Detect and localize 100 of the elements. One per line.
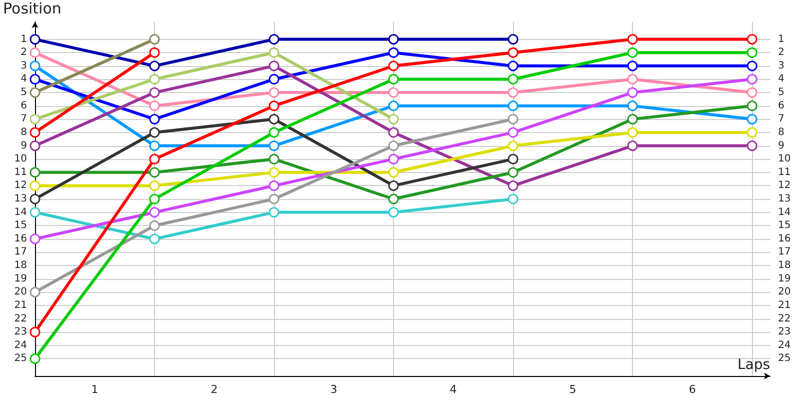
point [508,154,518,164]
point [268,207,280,218]
point [746,140,758,152]
point [388,194,399,204]
y2-tick-label: 23 [778,326,791,338]
point [627,127,638,138]
y2-tick-label: 20 [778,286,791,298]
point [627,60,638,72]
y2-tick-label: 1 [778,34,784,45]
y-tick-label: 21 [14,300,27,311]
point [30,194,40,204]
x-tick-label: 4 [450,383,457,396]
point [149,180,160,191]
x-tick-label: 2 [210,383,218,396]
point [508,127,518,138]
point [388,167,399,178]
y2-tick-label: 24 [778,340,791,351]
y-tick-label: 20 [14,286,27,298]
point [627,74,638,84]
y-tick-label: 11 [14,166,27,178]
y2-tick-label: 18 [778,260,791,272]
y-axis-title: Position [3,0,62,18]
point [30,167,40,178]
point [149,34,160,45]
point [508,167,518,178]
x-axis-title: Laps [737,357,770,373]
point [268,180,280,191]
y2-tick-label: 13 [778,194,791,204]
point [30,180,40,191]
point [268,194,280,204]
y-tick-label: 9 [20,140,27,152]
point [30,60,40,72]
point [149,154,160,164]
y2-tick-label: 17 [778,246,791,258]
y2-tick-label: 6 [778,100,784,112]
point [508,60,518,72]
y-tick-label: 3 [20,60,27,72]
point [268,114,280,124]
y-tick-label: 8 [20,126,27,138]
point [30,326,40,338]
point [149,47,160,58]
y2-tick-label: 25 [778,353,791,364]
point [388,154,399,164]
point [508,180,518,191]
point [746,114,758,124]
y2-tick-label: 9 [778,140,784,152]
y2-tick-label: 15 [778,220,791,232]
y2-tick-label: 2 [778,47,784,58]
point [268,127,280,138]
y2-tick-label: 16 [778,233,791,244]
y-tick-label: 4 [20,74,27,85]
y-tick-label: 15 [14,220,27,232]
point [388,180,399,191]
point [627,34,638,45]
y-tick-label: 23 [14,326,27,338]
point [746,87,758,98]
point [149,140,160,152]
point [30,127,40,138]
y2-tick-label: 10 [778,154,791,165]
point [746,74,758,84]
point [30,34,40,45]
point [508,140,518,152]
point [627,114,638,124]
point [508,34,518,45]
point [268,167,280,178]
point [268,47,280,58]
point [268,60,280,72]
y-tick-label: 19 [14,273,27,284]
y2-tick-label: 12 [778,180,791,192]
point [149,207,160,218]
y2-tick-label: 22 [778,313,791,324]
y-tick-label: 1 [20,34,27,45]
point [746,100,758,112]
point [30,353,40,364]
point [508,87,518,98]
y-tick-label: 25 [14,353,27,364]
point [149,100,160,112]
point [627,100,638,112]
point [30,207,40,218]
y-tick-label: 22 [14,313,27,324]
y-tick-label: 16 [14,233,27,244]
x-tick-label: 3 [330,383,338,396]
point [746,34,758,45]
y2-tick-label: 8 [778,126,784,138]
point [268,87,280,98]
y-tick-label: 7 [20,114,27,125]
point [149,127,160,138]
point [149,167,160,178]
point [268,154,280,164]
y-tick-label: 14 [14,206,27,218]
y-tick-label: 17 [14,246,27,258]
point [30,234,40,244]
y2-tick-label: 4 [778,74,784,85]
point [149,234,160,244]
point [149,60,160,72]
point [388,34,399,45]
point [30,286,40,298]
point [30,140,40,152]
point [627,47,638,58]
point [388,207,399,218]
